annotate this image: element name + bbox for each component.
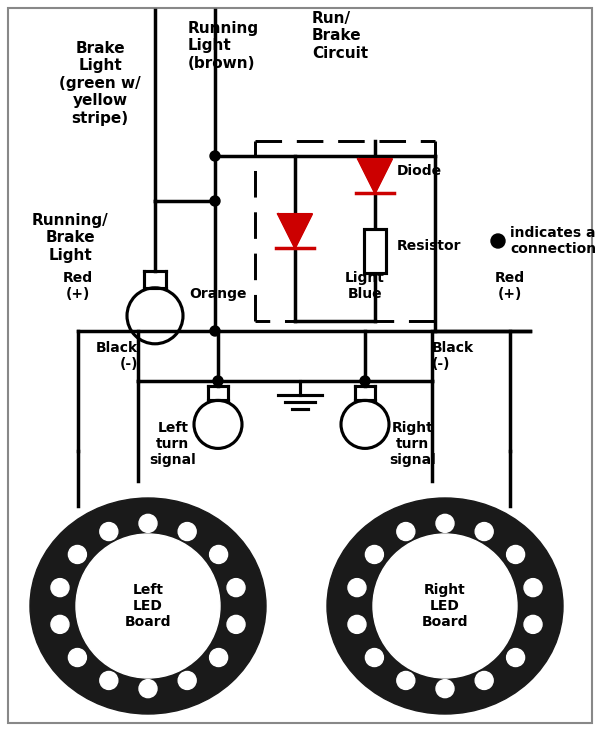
Circle shape [475, 523, 493, 540]
Circle shape [68, 648, 86, 667]
Circle shape [100, 672, 118, 689]
Circle shape [491, 234, 505, 248]
Circle shape [68, 545, 86, 564]
Circle shape [524, 616, 542, 633]
Text: Running/
Brake
Light: Running/ Brake Light [32, 213, 109, 263]
Text: Left
turn
signal: Left turn signal [149, 421, 196, 467]
Text: Left
LED
Board: Left LED Board [125, 583, 171, 629]
Circle shape [51, 579, 69, 596]
Polygon shape [358, 159, 392, 193]
Circle shape [436, 515, 454, 532]
Circle shape [365, 648, 383, 667]
Circle shape [227, 616, 245, 633]
Circle shape [360, 376, 370, 386]
Text: Orange: Orange [189, 287, 247, 301]
Circle shape [397, 523, 415, 540]
Text: Black
(-): Black (-) [432, 341, 474, 371]
Circle shape [475, 672, 493, 689]
Text: Red
(+): Red (+) [63, 270, 93, 301]
Text: Red
(+): Red (+) [495, 270, 525, 301]
Circle shape [524, 579, 542, 596]
Text: Brake
Light
(green w/
yellow
stripe): Brake Light (green w/ yellow stripe) [59, 41, 141, 126]
Circle shape [213, 376, 223, 386]
Circle shape [51, 616, 69, 633]
Text: Black
(-): Black (-) [96, 341, 138, 371]
Circle shape [209, 545, 227, 564]
Circle shape [227, 579, 245, 596]
Circle shape [178, 672, 196, 689]
Circle shape [210, 196, 220, 206]
Circle shape [348, 579, 366, 596]
Circle shape [348, 616, 366, 633]
Polygon shape [278, 214, 312, 248]
Ellipse shape [30, 498, 266, 714]
Text: Running
Light
(brown): Running Light (brown) [188, 21, 259, 71]
Text: indicates a
connection: indicates a connection [510, 226, 596, 256]
Bar [364, 229, 386, 273]
Circle shape [209, 648, 227, 667]
Circle shape [373, 534, 517, 678]
Circle shape [139, 680, 157, 697]
Circle shape [210, 151, 220, 161]
Circle shape [436, 680, 454, 697]
Text: Run/
Brake
Circuit: Run/ Brake Circuit [312, 11, 368, 61]
Circle shape [506, 648, 524, 667]
Text: Diode: Diode [397, 164, 442, 178]
Circle shape [100, 523, 118, 540]
Text: Right
LED
Board: Right LED Board [422, 583, 468, 629]
Circle shape [210, 326, 220, 336]
Circle shape [178, 523, 196, 540]
Circle shape [506, 545, 524, 564]
Circle shape [365, 545, 383, 564]
Circle shape [397, 672, 415, 689]
Text: Resistor: Resistor [397, 239, 461, 253]
Circle shape [76, 534, 220, 678]
Ellipse shape [327, 498, 563, 714]
Text: Light
Blue: Light Blue [345, 270, 385, 301]
Text: Right
turn
signal: Right turn signal [389, 421, 436, 467]
Circle shape [139, 515, 157, 532]
